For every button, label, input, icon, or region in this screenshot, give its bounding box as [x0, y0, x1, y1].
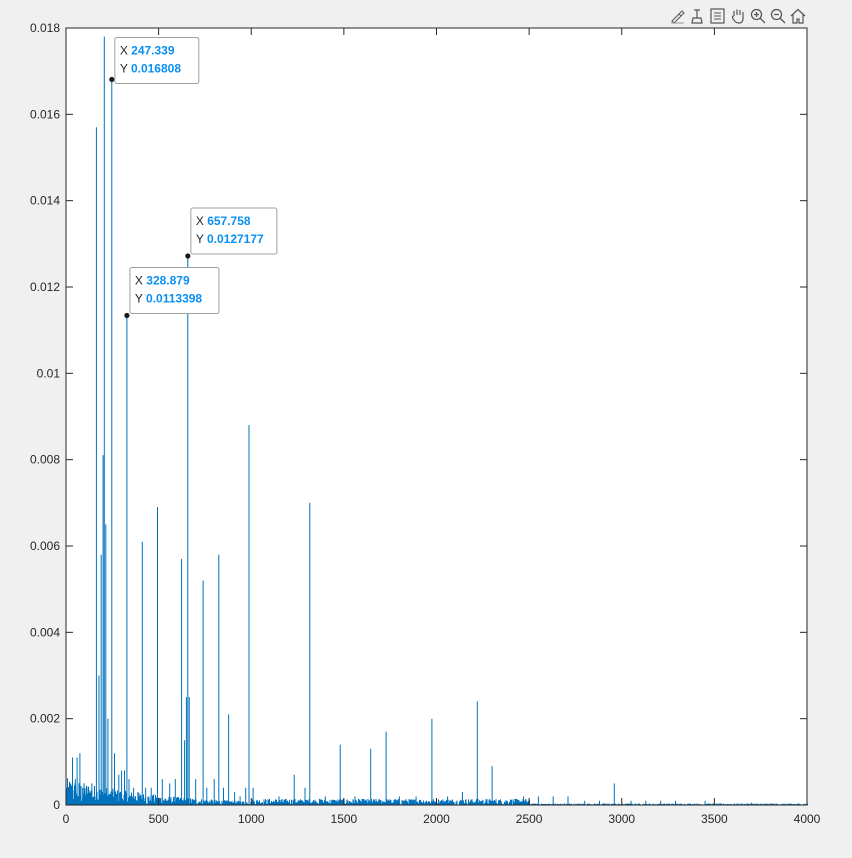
x-tick-label: 2000 — [423, 812, 450, 826]
y-tick-label: 0.01 — [37, 366, 61, 380]
datatip-y-value: 0.0113398 — [146, 291, 202, 305]
datatip-y-row: Y 0.0113398 — [135, 291, 203, 305]
y-axis: 0 0.002 0.004 0.006 0.008 0.01 0.012 0.014 0.016… — [30, 21, 807, 812]
datatip-x-value: 657.758 — [207, 214, 251, 228]
datatip-x-value: 247.339 — [131, 43, 175, 57]
datatip-y-key: Y — [135, 291, 146, 305]
x-tick-label: 0 — [63, 812, 70, 826]
datatip-y-key: Y — [120, 61, 131, 75]
data-cursor-icon[interactable] — [691, 9, 703, 24]
y-tick-label: 0 — [53, 798, 60, 812]
datatip-x-key: X — [135, 273, 146, 287]
x-axis: 0 500 1000 1500 2000 2500 3000 3500 4000 — [63, 28, 821, 826]
x-tick-label: 4000 — [794, 812, 821, 826]
datatip-x-row: X 657.758 — [196, 214, 251, 228]
brush-icon[interactable] — [671, 10, 685, 24]
y-tick-label: 0.002 — [30, 712, 60, 726]
datatip-marker[interactable] — [124, 312, 130, 319]
datatip-y-row: Y 0.0127177 — [196, 232, 264, 246]
datatip-x-key: X — [196, 214, 207, 228]
y-tick-label: 0.018 — [30, 21, 60, 35]
x-tick-label: 500 — [149, 812, 169, 826]
pan-hand-icon[interactable] — [731, 9, 744, 24]
axes-area[interactable] — [66, 28, 807, 805]
datatip-y-row: Y 0.016808 — [120, 61, 182, 75]
y-tick-label: 0.014 — [30, 194, 60, 208]
y-tick-label: 0.004 — [30, 625, 60, 639]
datatip-box — [190, 207, 278, 255]
datatip-marker[interactable] — [109, 76, 115, 83]
datatip-y-key: Y — [196, 232, 207, 246]
datatip-x-row: X 247.339 — [120, 43, 175, 57]
zoom-out-icon[interactable] — [770, 8, 786, 24]
y-tick-label: 0.008 — [30, 453, 60, 467]
y-tick-label: 0.006 — [30, 539, 60, 553]
datatip-y-value: 0.0127177 — [207, 232, 264, 246]
datatip-box — [129, 266, 220, 314]
x-tick-label: 2500 — [516, 812, 543, 826]
datatip-y-value: 0.016808 — [131, 61, 181, 75]
axes-toolbar — [671, 8, 806, 24]
datatip-box — [114, 36, 200, 84]
y-tick-label: 0.012 — [30, 280, 60, 294]
legend-icon[interactable] — [710, 8, 725, 24]
x-tick-label: 3500 — [701, 812, 728, 826]
datatip-x-value: 328.879 — [146, 273, 190, 287]
x-tick-label: 3000 — [608, 812, 635, 826]
datatip-x-key: X — [120, 43, 131, 57]
home-icon[interactable] — [790, 8, 806, 24]
y-tick-label: 0.016 — [30, 107, 60, 121]
x-tick-label: 1500 — [331, 812, 358, 826]
zoom-in-icon[interactable] — [750, 8, 766, 24]
datatip-marker[interactable] — [185, 253, 191, 259]
x-tick-label: 1000 — [238, 812, 265, 826]
datatip-x-row: X 328.879 — [135, 273, 190, 287]
